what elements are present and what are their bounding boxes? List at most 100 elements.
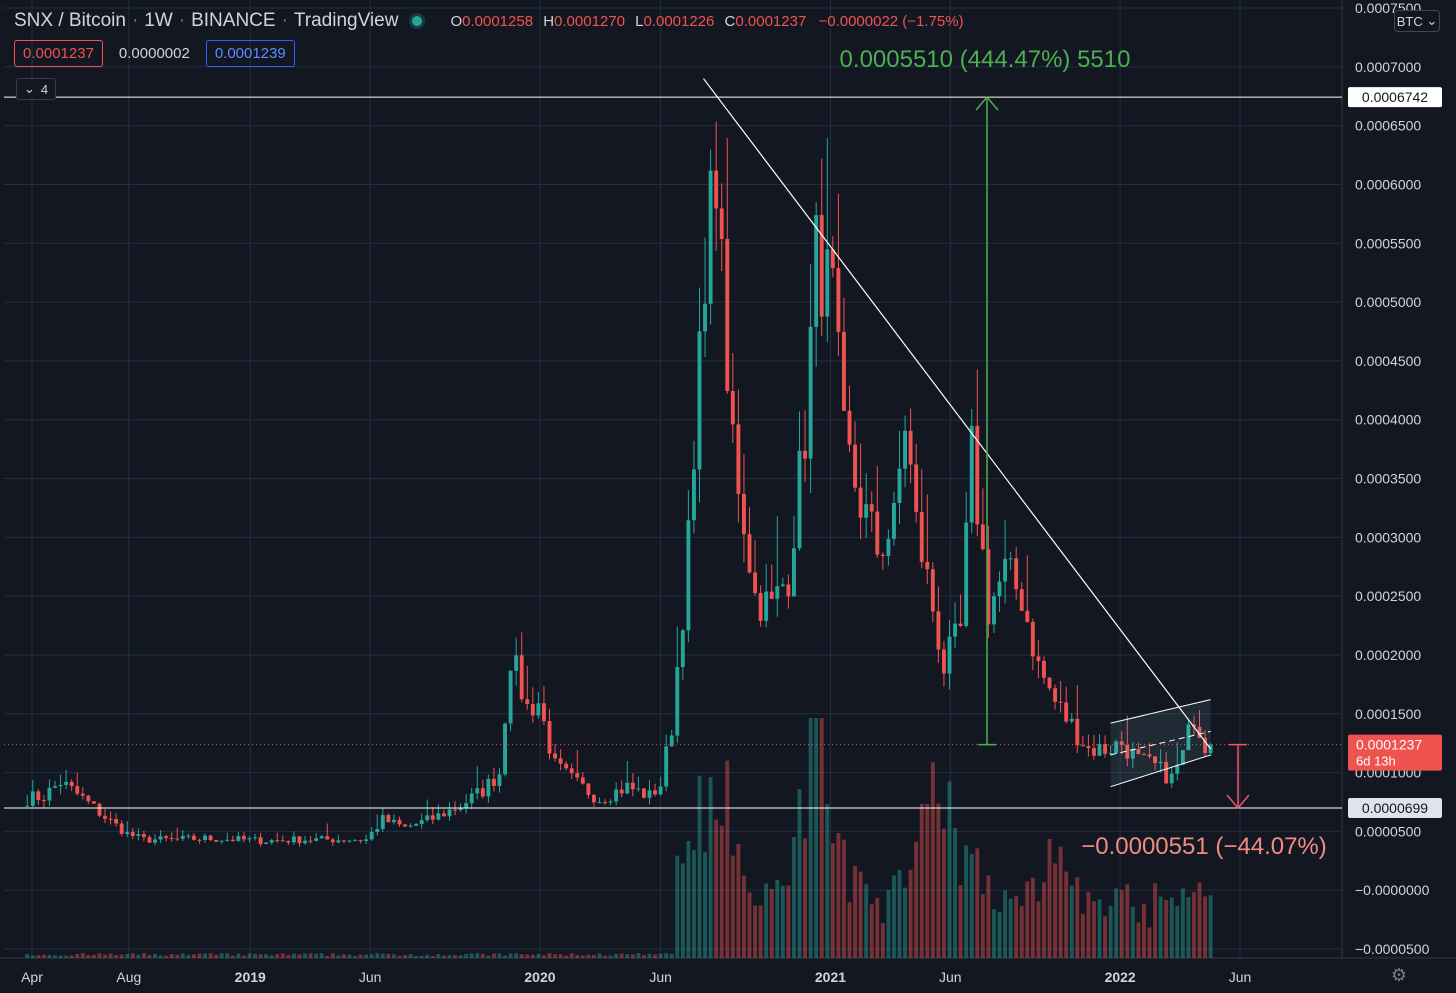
volume-bar xyxy=(480,953,485,958)
volume-bar xyxy=(514,953,519,958)
volume-bar xyxy=(897,870,902,958)
channel-upper-line[interactable] xyxy=(1110,699,1211,724)
volume-bar xyxy=(464,953,469,958)
candle-body xyxy=(997,581,1002,597)
volume-bar xyxy=(136,954,141,958)
candle-body xyxy=(447,809,452,817)
channel-lower-line[interactable] xyxy=(1110,754,1211,788)
candle-body xyxy=(853,444,858,488)
chart-header: SNX / Bitcoin · 1W · BINANCE · TradingVi… xyxy=(14,10,964,31)
volume-bar xyxy=(214,954,219,958)
volume-bar xyxy=(1019,905,1024,958)
volume-bar xyxy=(330,953,335,958)
candle-body xyxy=(269,840,274,843)
candle-body xyxy=(908,430,913,465)
candle-body xyxy=(458,807,463,811)
y-tick-label: 0.0005000 xyxy=(1355,294,1421,310)
candle-body xyxy=(58,784,63,787)
candle-body xyxy=(1192,724,1196,727)
candle-body xyxy=(30,791,35,806)
candle-body xyxy=(564,763,569,769)
volume-bar xyxy=(158,955,163,958)
volume-bar xyxy=(1114,888,1119,958)
symbol-title[interactable]: SNX / Bitcoin xyxy=(14,10,126,31)
x-tick-label: 2020 xyxy=(524,969,555,985)
buy-price-badge[interactable]: 0.0001239 xyxy=(205,40,295,67)
candle-body xyxy=(319,836,324,839)
candle-body xyxy=(880,554,885,557)
volume-bar xyxy=(725,760,730,958)
volume-bar xyxy=(403,954,407,958)
candle-body xyxy=(1114,741,1119,754)
candle-body xyxy=(280,840,285,842)
volume-bar xyxy=(975,848,980,958)
volume-bar xyxy=(558,954,563,958)
volume-bar xyxy=(53,955,57,958)
candle-body xyxy=(47,787,52,801)
sell-price-badge[interactable]: 0.0001237 xyxy=(14,40,103,67)
candle-body xyxy=(69,781,74,787)
volume-bar xyxy=(686,840,691,958)
y-tick-label: 0.0003500 xyxy=(1355,471,1421,487)
candles xyxy=(25,121,1213,847)
volume-bar xyxy=(653,954,657,958)
candle-body xyxy=(541,703,546,722)
volume-bar xyxy=(780,885,785,958)
candle-body xyxy=(191,835,196,840)
volume-bar xyxy=(597,953,602,958)
candle-body xyxy=(653,790,657,795)
candle-body xyxy=(675,667,680,736)
price-axis[interactable] xyxy=(1342,0,1456,993)
candle-body xyxy=(197,839,202,841)
volume-bar xyxy=(1158,896,1163,958)
currency-select-button[interactable]: BTC ⌄ xyxy=(1394,10,1440,32)
volume-bar xyxy=(1153,883,1158,958)
volume-bar xyxy=(130,953,135,958)
volume-bar xyxy=(64,955,69,958)
volume-bar xyxy=(842,839,846,958)
candle-body xyxy=(186,835,191,837)
volume-bar xyxy=(869,904,874,958)
candle-body xyxy=(864,504,869,518)
candle-body xyxy=(286,840,291,843)
candle-body xyxy=(603,802,607,804)
volume-bar xyxy=(147,954,152,958)
gear-icon[interactable]: ⚙ xyxy=(1390,965,1408,985)
grid xyxy=(4,0,1342,958)
volume-bar xyxy=(297,954,302,958)
volume-bar xyxy=(1147,927,1152,958)
support-price-label-bg xyxy=(1348,797,1442,818)
volume-bar xyxy=(730,855,735,958)
candle-body xyxy=(1186,724,1191,751)
interval-label[interactable]: 1W xyxy=(144,10,173,31)
candle-body xyxy=(942,649,946,674)
trendline[interactable] xyxy=(702,78,1212,750)
volume-bar xyxy=(1142,904,1146,958)
x-tick-label: Jun xyxy=(939,969,962,985)
volume-bar xyxy=(319,953,324,958)
candle-body xyxy=(780,584,785,587)
candle-body xyxy=(1092,748,1096,756)
indicators-toggle-button[interactable]: ⌄ 4 xyxy=(16,78,56,100)
candle-body xyxy=(486,778,491,797)
volume-bar xyxy=(314,953,319,958)
volume-bar xyxy=(1025,881,1030,958)
candle-body xyxy=(314,838,319,841)
measure-down-label: −0.0000551 (−44.07%) xyxy=(1081,833,1327,860)
candle-body xyxy=(358,840,363,842)
volume-bar xyxy=(269,955,274,958)
candle-body xyxy=(519,655,524,700)
candle-body xyxy=(80,793,85,796)
ohlc-readout: O0.0001258 H0.0001270 L0.0001226 C0.0001… xyxy=(450,12,964,30)
trade-badges: 0.0001237 0.0000002 0.0001239 xyxy=(14,40,295,67)
candle-body xyxy=(1014,558,1019,590)
volume-bar xyxy=(1069,885,1074,958)
volume-bar xyxy=(753,905,757,958)
candle-body xyxy=(453,809,457,811)
candle-body xyxy=(225,839,230,841)
volume-bar xyxy=(886,889,891,958)
volume-bar xyxy=(303,953,307,958)
candle-body xyxy=(975,425,980,525)
candle-body xyxy=(953,623,958,637)
